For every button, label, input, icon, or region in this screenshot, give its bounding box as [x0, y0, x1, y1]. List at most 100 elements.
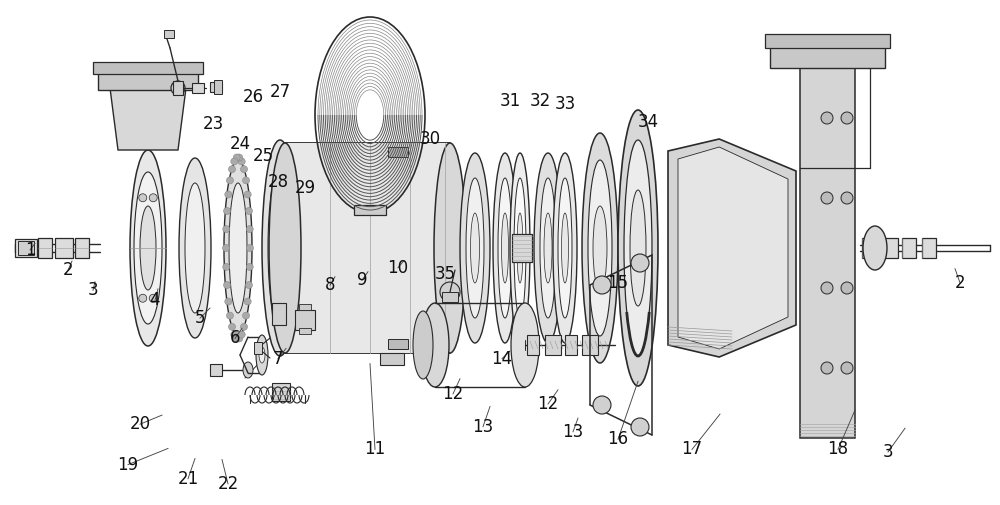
Ellipse shape: [593, 206, 607, 290]
Ellipse shape: [149, 294, 157, 302]
Ellipse shape: [471, 213, 480, 283]
Ellipse shape: [544, 213, 552, 283]
Ellipse shape: [229, 183, 247, 313]
Text: 14: 14: [491, 349, 513, 368]
Ellipse shape: [268, 168, 292, 328]
Ellipse shape: [502, 213, 509, 283]
Ellipse shape: [245, 208, 252, 215]
Text: 29: 29: [294, 179, 316, 197]
Ellipse shape: [588, 160, 612, 336]
Ellipse shape: [233, 335, 240, 342]
Text: 15: 15: [607, 274, 629, 292]
Text: 8: 8: [325, 276, 335, 294]
Ellipse shape: [134, 172, 162, 324]
Ellipse shape: [593, 396, 611, 414]
Text: 10: 10: [387, 259, 409, 277]
Ellipse shape: [466, 178, 484, 318]
Text: 19: 19: [117, 456, 139, 474]
Ellipse shape: [582, 133, 618, 363]
Ellipse shape: [240, 323, 248, 330]
Ellipse shape: [149, 194, 157, 202]
Ellipse shape: [562, 213, 568, 283]
Ellipse shape: [226, 177, 233, 184]
Ellipse shape: [863, 226, 887, 270]
Ellipse shape: [185, 183, 205, 313]
Bar: [442, 292, 458, 302]
Ellipse shape: [511, 303, 539, 387]
Ellipse shape: [841, 112, 853, 124]
Ellipse shape: [243, 362, 253, 378]
Bar: [354, 205, 386, 215]
Text: 3: 3: [883, 443, 893, 461]
Ellipse shape: [179, 158, 211, 338]
Ellipse shape: [713, 263, 723, 273]
Ellipse shape: [440, 282, 460, 302]
Bar: [210, 82, 222, 92]
Ellipse shape: [224, 281, 231, 288]
Ellipse shape: [139, 294, 147, 302]
Bar: [512, 234, 532, 262]
Bar: [272, 383, 290, 401]
Polygon shape: [668, 139, 796, 357]
Bar: [770, 46, 885, 68]
Ellipse shape: [256, 335, 268, 375]
Text: 6: 6: [230, 329, 240, 347]
Ellipse shape: [275, 308, 285, 318]
Ellipse shape: [460, 153, 490, 343]
Ellipse shape: [238, 331, 245, 338]
Text: 28: 28: [267, 173, 289, 191]
Polygon shape: [678, 147, 788, 349]
Text: 18: 18: [827, 440, 849, 459]
Bar: [880, 238, 898, 258]
Text: 22: 22: [217, 475, 239, 493]
Ellipse shape: [228, 166, 236, 173]
Ellipse shape: [593, 276, 611, 294]
Ellipse shape: [517, 213, 523, 283]
Bar: [922, 238, 936, 258]
Text: 32: 32: [529, 92, 551, 110]
Ellipse shape: [821, 362, 833, 374]
Text: 5: 5: [195, 309, 205, 327]
Bar: [299, 328, 311, 334]
Ellipse shape: [246, 226, 253, 233]
Bar: [192, 83, 204, 93]
Ellipse shape: [238, 158, 245, 165]
Bar: [862, 238, 876, 258]
Ellipse shape: [246, 264, 253, 270]
Bar: [210, 364, 222, 376]
Bar: [15, 239, 37, 257]
Ellipse shape: [514, 178, 526, 318]
Ellipse shape: [493, 153, 517, 343]
Ellipse shape: [243, 312, 250, 319]
Bar: [173, 81, 183, 95]
Ellipse shape: [413, 311, 433, 379]
Ellipse shape: [236, 335, 243, 342]
Ellipse shape: [244, 298, 251, 305]
Text: 30: 30: [419, 130, 441, 148]
Text: 13: 13: [562, 423, 584, 441]
Ellipse shape: [225, 298, 232, 305]
Ellipse shape: [243, 177, 250, 184]
Polygon shape: [110, 88, 186, 150]
Ellipse shape: [246, 244, 254, 251]
Bar: [582, 335, 598, 355]
Ellipse shape: [226, 312, 233, 319]
Text: 35: 35: [434, 265, 456, 283]
Ellipse shape: [498, 178, 512, 318]
Ellipse shape: [228, 323, 236, 330]
Ellipse shape: [821, 192, 833, 204]
Text: 31: 31: [499, 92, 521, 110]
Ellipse shape: [130, 150, 166, 346]
Ellipse shape: [171, 81, 185, 95]
Text: 26: 26: [242, 88, 264, 106]
Bar: [164, 30, 174, 38]
Ellipse shape: [224, 160, 252, 336]
Ellipse shape: [262, 140, 298, 356]
Ellipse shape: [421, 303, 449, 387]
Text: 21: 21: [177, 470, 199, 488]
Ellipse shape: [269, 143, 301, 353]
Ellipse shape: [140, 206, 156, 290]
Bar: [272, 303, 286, 325]
Ellipse shape: [841, 282, 853, 294]
Ellipse shape: [231, 158, 238, 165]
